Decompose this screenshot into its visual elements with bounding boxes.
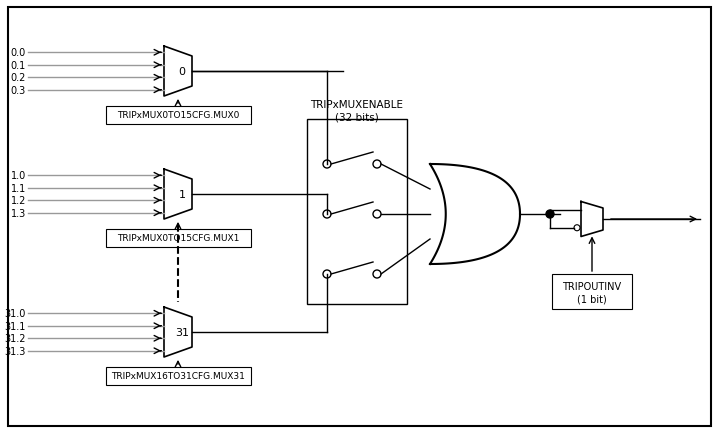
Text: 1: 1 xyxy=(178,190,186,200)
Text: 31.3: 31.3 xyxy=(4,346,26,356)
Text: 0: 0 xyxy=(178,67,186,77)
Text: 31.2: 31.2 xyxy=(4,333,26,343)
Text: 1.0: 1.0 xyxy=(11,171,26,181)
Text: 0.2: 0.2 xyxy=(11,73,26,83)
Circle shape xyxy=(546,210,554,218)
Text: 1.2: 1.2 xyxy=(11,196,26,206)
Bar xyxy=(552,274,632,309)
Text: TRIPxMUX16TO31CFG.MUX31: TRIPxMUX16TO31CFG.MUX31 xyxy=(111,372,245,381)
Text: 31.1: 31.1 xyxy=(4,321,26,331)
Text: 1.3: 1.3 xyxy=(11,208,26,218)
Text: TRIPOUTINV: TRIPOUTINV xyxy=(562,281,621,291)
Text: (1 bit): (1 bit) xyxy=(577,294,607,304)
Text: TRIPxMUX0TO15CFG.MUX1: TRIPxMUX0TO15CFG.MUX1 xyxy=(116,234,239,243)
Bar xyxy=(106,230,250,247)
Text: (32 bits): (32 bits) xyxy=(335,112,379,122)
Text: 0.0: 0.0 xyxy=(11,48,26,58)
Text: 0.3: 0.3 xyxy=(11,85,26,95)
Text: TRIPxMUX0TO15CFG.MUX0: TRIPxMUX0TO15CFG.MUX0 xyxy=(116,111,239,120)
Text: TRIPxMUXENABLE: TRIPxMUXENABLE xyxy=(311,100,403,110)
Bar xyxy=(106,367,250,385)
Bar xyxy=(106,107,250,125)
Text: 31: 31 xyxy=(175,327,189,337)
Text: 31.0: 31.0 xyxy=(4,309,26,319)
Text: 0.1: 0.1 xyxy=(11,61,26,71)
Bar xyxy=(307,120,407,304)
Text: 1.1: 1.1 xyxy=(11,183,26,193)
